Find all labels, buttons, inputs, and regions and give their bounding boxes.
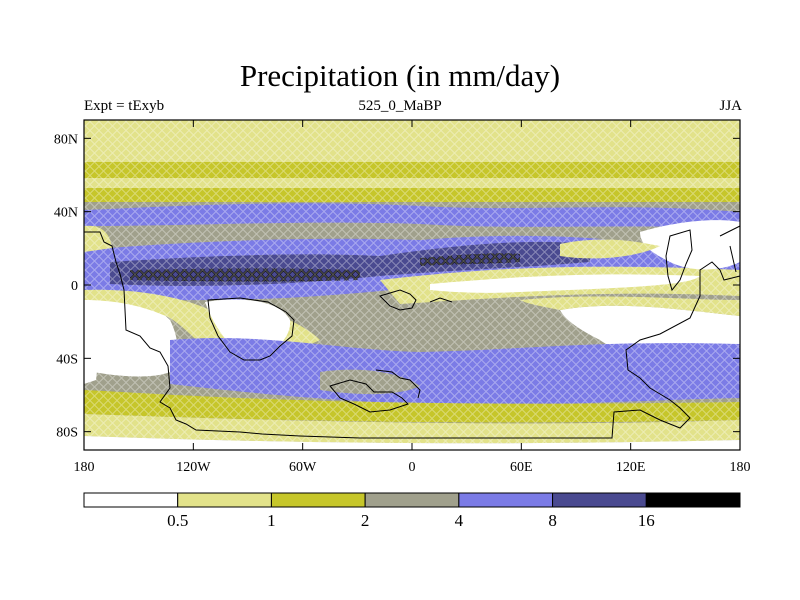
colorbar-swatch (552, 492, 647, 508)
lon-tick-label: 60E (510, 460, 533, 475)
colorbar-level-label: 8 (548, 511, 557, 530)
colorbar-level-label: 0.5 (167, 511, 188, 530)
colorbar-swatch (177, 492, 272, 508)
colorbar-swatch (83, 492, 179, 508)
colorbar-level-label: 2 (361, 511, 370, 530)
colorbar-swatch (270, 492, 366, 508)
period-label: 525_0_MaBP (358, 98, 442, 114)
coastlines (84, 225, 741, 439)
lon-tick-label: 120E (616, 460, 646, 475)
latitude-axis: 80N 40N 0 40S 80S (54, 132, 740, 441)
colorbar-swatch (645, 492, 741, 508)
lon-tick-label: 180 (730, 460, 751, 475)
lat-tick-label: 40N (54, 206, 78, 221)
lon-tick-label: 0 (409, 460, 416, 475)
lat-tick-label: 40S (56, 352, 78, 367)
lon-tick-label: 60W (289, 460, 317, 475)
experiment-label: Expt = tExyb (84, 98, 165, 114)
colorbar: 0.5 1 2 4 8 16 (83, 492, 741, 530)
precipitation-field (84, 120, 740, 450)
colorbar-level-label: 16 (638, 511, 655, 530)
colorbar-swatch (458, 492, 554, 508)
colorbar-swatch (364, 492, 460, 508)
colorbar-level-label: 1 (267, 511, 276, 530)
lat-tick-label: 80S (56, 426, 78, 441)
season-label: JJA (719, 98, 742, 114)
chart-title: Precipitation (in mm/day) (239, 58, 561, 93)
lat-tick-label: 80N (54, 132, 78, 147)
lon-tick-label: 120W (176, 460, 211, 475)
lat-tick-label: 0 (71, 279, 78, 294)
lon-tick-label: 180 (74, 460, 95, 475)
longitude-axis: 180 120W 60W 0 60E 120E 180 (74, 120, 751, 475)
colorbar-level-label: 4 (455, 511, 464, 530)
